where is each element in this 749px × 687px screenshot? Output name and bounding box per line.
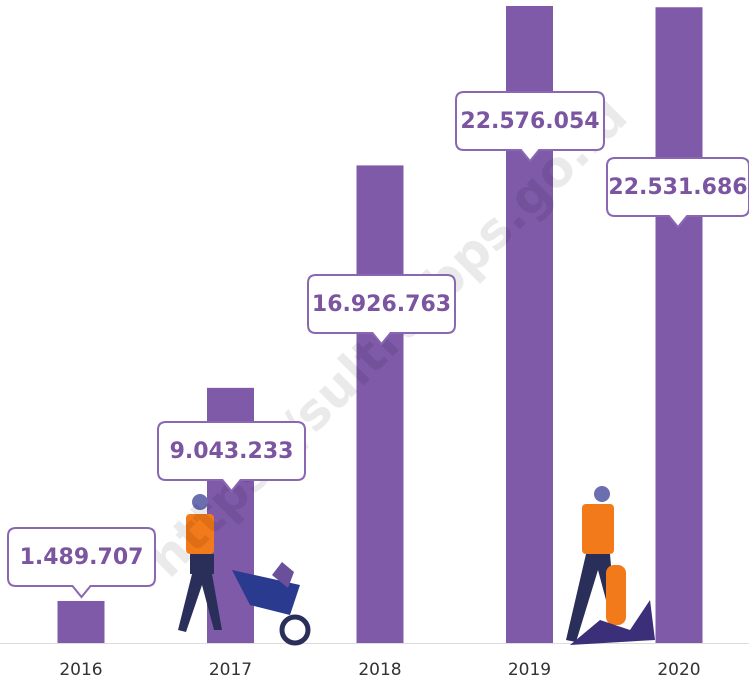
x-tick-label: 2016 bbox=[59, 660, 102, 680]
value-callout: 22.576.054 bbox=[455, 91, 605, 163]
x-tick-label: 2018 bbox=[358, 660, 401, 680]
bar bbox=[655, 7, 703, 643]
value-callout: 16.926.763 bbox=[307, 274, 456, 346]
data-label: 22.576.054 bbox=[460, 109, 599, 134]
value-callout: 9.043.233 bbox=[157, 421, 306, 493]
worker-wheelbarrow bbox=[178, 494, 311, 646]
data-label: 22.531.686 bbox=[608, 175, 747, 200]
value-callout: 1.489.707 bbox=[7, 527, 156, 599]
bar bbox=[57, 600, 105, 643]
data-label: 9.043.233 bbox=[170, 439, 294, 464]
data-label: 16.926.763 bbox=[312, 292, 451, 317]
x-tick-label: 2017 bbox=[209, 660, 252, 680]
callout-box bbox=[307, 274, 456, 346]
callout-box bbox=[7, 527, 156, 599]
callout-box bbox=[157, 421, 306, 493]
worker-jackhammer bbox=[566, 486, 655, 645]
value-callout: 22.531.686 bbox=[606, 157, 749, 229]
callout-box bbox=[455, 91, 605, 163]
callout-box bbox=[606, 157, 749, 229]
x-tick-label: 2019 bbox=[508, 660, 551, 680]
bar bbox=[356, 165, 404, 643]
x-tick-label: 2020 bbox=[657, 660, 700, 680]
data-label: 1.489.707 bbox=[20, 545, 144, 570]
